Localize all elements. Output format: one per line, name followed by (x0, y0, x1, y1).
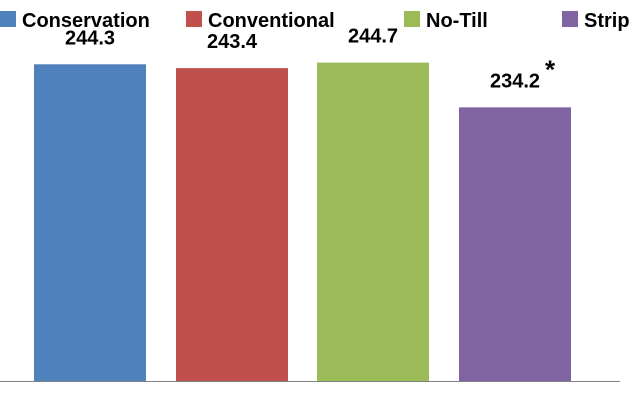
bar-conservation (34, 64, 146, 381)
legend-label-no-till: No-Till (426, 10, 488, 32)
data-label-conservation: 244.3 (65, 27, 115, 49)
data-label-conventional: 243.4 (207, 31, 258, 53)
legend-swatch-strip (562, 11, 578, 27)
legend-swatch-no-till (404, 11, 420, 27)
bar-strip (459, 107, 571, 381)
bar-no-till (317, 62, 429, 382)
legend-label-conservation: Conservation (22, 10, 150, 32)
data-labels: 244.3 243.4 244.7 234.2 * (65, 26, 556, 93)
legend-label-conventional: Conventional (208, 10, 335, 32)
data-label-strip: 234.2 (490, 70, 540, 92)
legend-label-strip: Strip (584, 10, 630, 32)
legend: Conservation Conventional No-Till Strip (0, 10, 630, 32)
data-label-no-till: 244.7 (348, 26, 398, 48)
annotation-strip: * (545, 54, 556, 84)
bar-conventional (176, 68, 288, 381)
legend-swatch-conservation (0, 11, 16, 27)
legend-swatch-conventional (186, 11, 202, 27)
bars (34, 62, 571, 382)
